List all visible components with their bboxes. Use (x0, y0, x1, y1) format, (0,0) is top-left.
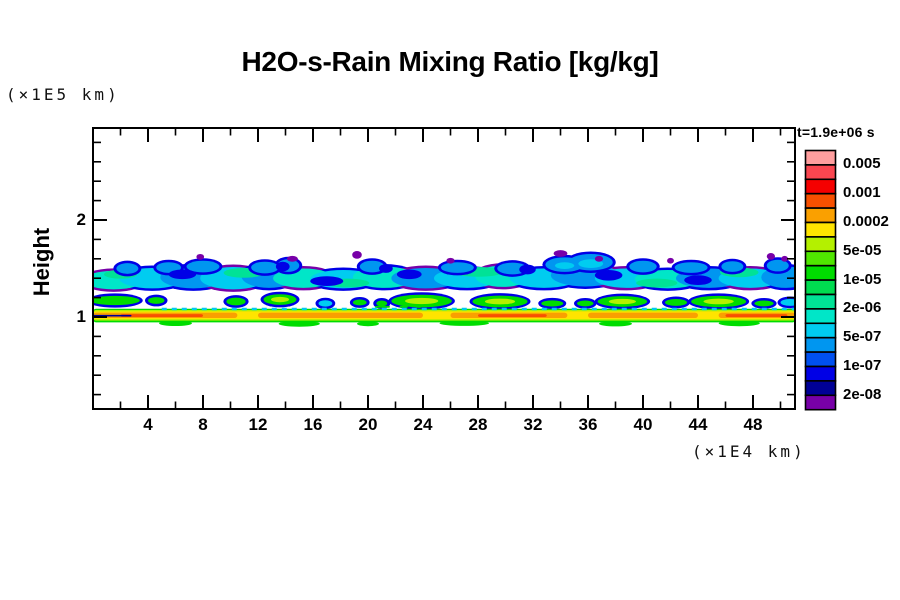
purple-speck (766, 252, 775, 260)
x-tick-label-48: 48 (743, 415, 763, 434)
rain-band-navy-patch (310, 276, 344, 286)
rain-band-bump (186, 260, 220, 273)
purple-speck (286, 255, 298, 262)
rain-band-navy-patch (379, 264, 393, 273)
cloud-blob (665, 299, 687, 306)
legend-color-cell (804, 149, 837, 166)
legend-color-cell (804, 192, 837, 209)
legend-level-label-2e-08: 2e-08 (843, 385, 882, 403)
cloud-blob (577, 300, 594, 307)
page-title: H2O-s-Rain Mixing Ratio [kg/kg] (241, 46, 659, 77)
surface-stripe-deep-orange (120, 314, 203, 317)
legend-level-label-0.0002: 0.0002 (843, 213, 889, 230)
purple-speck (667, 257, 674, 264)
surface-green-dash (374, 305, 390, 308)
purple-speck (594, 255, 604, 262)
cloud-blob (352, 299, 367, 306)
x-tick-label-28: 28 (468, 415, 488, 434)
rain-band-bump-core (555, 262, 575, 269)
cloud-blob-core (703, 298, 734, 305)
x-tick-label-36: 36 (578, 415, 598, 434)
x-tick-label-12: 12 (248, 415, 268, 434)
rain-band-bump (251, 261, 279, 274)
cloud-blob (541, 300, 564, 307)
cloud-blob (318, 300, 333, 307)
legend-color-cell (804, 178, 837, 195)
cloud-blob (226, 297, 246, 306)
rain-band-bump (674, 262, 708, 273)
x-tick-label-8: 8 (198, 415, 208, 434)
purple-speck (781, 255, 789, 262)
cloud-blob-core (270, 296, 290, 303)
legend-level-label-0.005: 0.005 (843, 155, 881, 173)
surface-stripe-orange (588, 312, 698, 318)
rain-band-navy-patch (594, 269, 623, 281)
legend-color-cell (804, 365, 837, 382)
cloud-blob (376, 300, 388, 307)
purple-speck (196, 253, 205, 260)
x-tick-label-4: 4 (143, 415, 153, 434)
contour-field (93, 250, 795, 327)
legend-color-cell (804, 221, 837, 238)
rain-band-navy-patch (168, 269, 197, 280)
legend-time-label: t=1.9e+06 s (797, 124, 875, 140)
purple-speck (352, 251, 362, 259)
legend-color-cell (804, 207, 837, 224)
legend-color-cell (804, 308, 837, 325)
surface-green-dash (399, 305, 408, 308)
legend-color-cell (804, 250, 837, 267)
rain-band-bump (629, 260, 657, 273)
legend-level-label-0.001: 0.001 (843, 184, 881, 202)
cloud-blob-core (484, 298, 516, 305)
rain-band-bump (440, 262, 474, 273)
rain-band-navy-patch (519, 264, 536, 275)
legend-color-cell (804, 264, 837, 281)
x-tick-label-32: 32 (523, 415, 543, 434)
x-tick-label-40: 40 (633, 415, 653, 434)
cloud-blob-core (608, 298, 636, 305)
legend-color-cell (804, 293, 837, 310)
legend-level-label-1e-05: 1e-05 (843, 270, 882, 288)
cloud-blob (754, 300, 774, 307)
x-tick-label-44: 44 (688, 415, 708, 434)
legend-level-label-2e-06: 2e-06 (843, 299, 882, 317)
rain-band-navy-patch (684, 275, 712, 285)
legend-color-cell (804, 380, 837, 397)
legend-color-cell (804, 164, 837, 181)
legend-color-cell (804, 351, 837, 368)
x-axis-unit-label: (×1E4 km) (692, 442, 806, 461)
y-axis-title: Height (29, 227, 54, 297)
rain-band-green-accent (636, 278, 678, 288)
rain-band-navy-patch (275, 261, 290, 272)
purple-speck (446, 257, 455, 264)
surface-stripe-navy-line (93, 314, 132, 317)
legend-colorbar (804, 149, 837, 411)
cloud-blob (148, 297, 165, 304)
rain-band-navy-patch (396, 269, 422, 280)
x-tick-label-20: 20 (358, 415, 378, 434)
rain-band-bump (116, 263, 139, 274)
legend-color-cell (804, 322, 837, 339)
x-tick-label-16: 16 (303, 415, 323, 434)
surface-stripe-deep-orange (478, 314, 547, 317)
y-tick-label-1: 1 (76, 307, 86, 326)
legend-level-label-5e-05: 5e-05 (843, 241, 882, 259)
purple-speck (553, 250, 568, 257)
legend-color-cell (804, 336, 837, 353)
legend-color-cell (804, 236, 837, 253)
surface-stripe-orange (258, 312, 423, 318)
legend-level-label-1e-07: 1e-07 (843, 357, 882, 374)
legend-color-cell (804, 279, 837, 296)
y-axis-unit-label: (×1E5 km) (6, 85, 120, 104)
y-tick-label-2: 2 (76, 210, 86, 229)
legend-color-cell (804, 394, 837, 411)
rain-band-bump (721, 261, 744, 272)
surface-green-dash (416, 305, 422, 308)
legend-level-label-5e-07: 5e-07 (843, 328, 882, 346)
surface-stripe-deep-orange (725, 314, 788, 317)
cloud-blob-core (404, 297, 439, 305)
x-tick-label-24: 24 (413, 415, 433, 434)
